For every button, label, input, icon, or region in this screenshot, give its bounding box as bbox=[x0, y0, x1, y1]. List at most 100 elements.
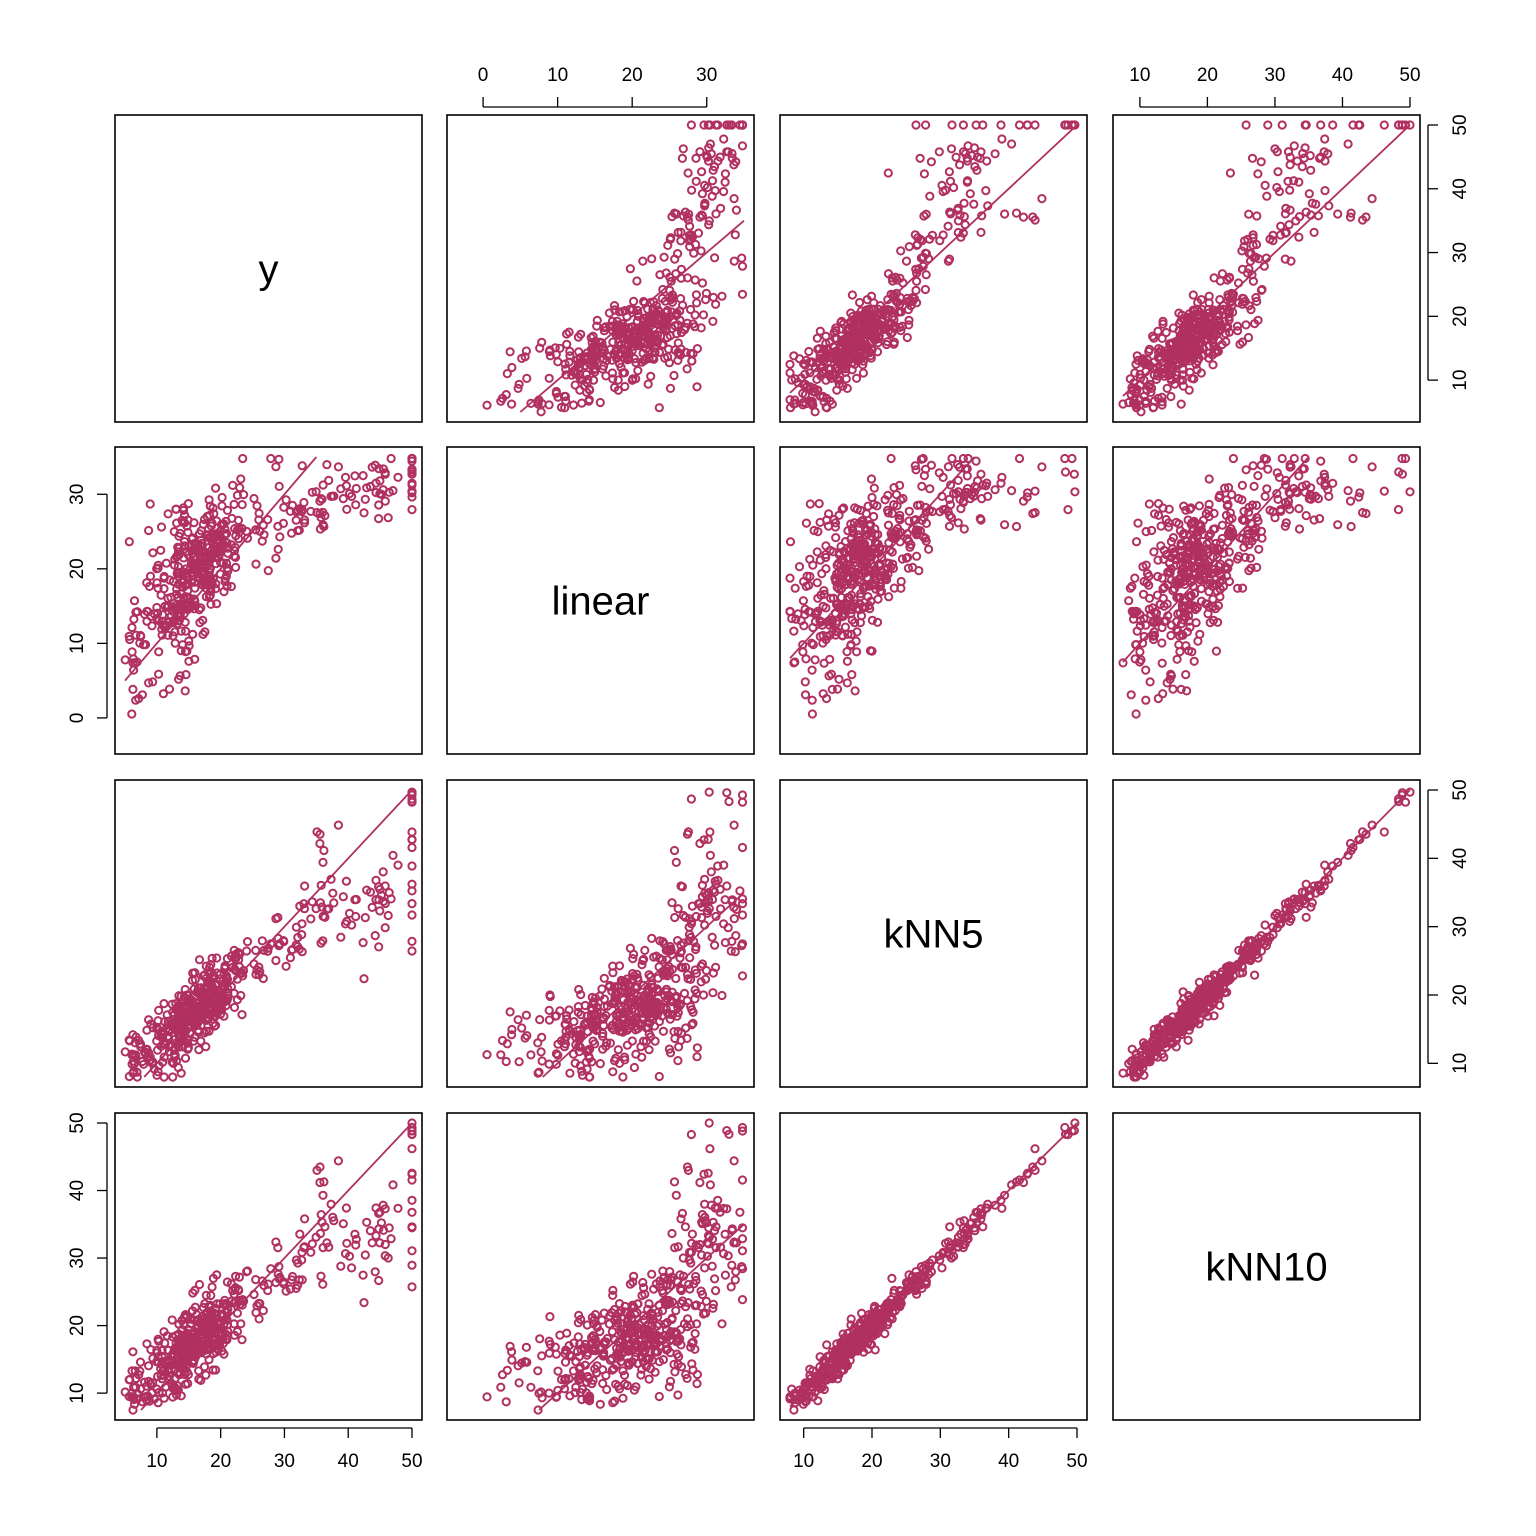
scatter-point bbox=[249, 493, 259, 504]
scatter-point bbox=[164, 684, 175, 694]
scatter-point bbox=[124, 537, 134, 547]
scatter-point bbox=[1232, 321, 1243, 331]
scatter-point bbox=[1204, 474, 1214, 484]
scatter-point bbox=[1130, 368, 1140, 378]
scatter-point bbox=[902, 332, 912, 343]
scatter-point bbox=[329, 898, 339, 908]
scatter-point bbox=[945, 176, 956, 186]
scatter-point bbox=[821, 564, 831, 574]
scatter-point bbox=[798, 596, 809, 606]
scatter-point bbox=[1183, 1035, 1193, 1045]
scatter-point bbox=[812, 578, 822, 588]
scatter-point bbox=[306, 506, 316, 516]
scatter-point bbox=[1011, 208, 1022, 218]
scatter-point bbox=[237, 500, 247, 510]
scatter-point bbox=[1228, 289, 1239, 299]
scatter-point bbox=[838, 381, 848, 391]
scatter-point bbox=[1185, 351, 1196, 361]
scatter-point bbox=[1243, 332, 1254, 343]
scatter-point bbox=[514, 1057, 524, 1067]
scatter-point bbox=[1215, 295, 1225, 305]
scatter-point bbox=[1393, 120, 1404, 130]
scatter-point bbox=[249, 1289, 259, 1300]
variable-label-kNN5: kNN5 bbox=[883, 913, 983, 957]
scatter-point bbox=[168, 1072, 178, 1082]
scatter-point bbox=[709, 162, 720, 172]
scatter-point bbox=[1189, 374, 1199, 384]
scatter-point bbox=[1007, 139, 1017, 149]
scatter-point bbox=[937, 180, 947, 190]
scatter-point bbox=[632, 326, 642, 336]
scatter-point bbox=[378, 464, 389, 474]
scatter-point bbox=[407, 1282, 417, 1292]
scatter-point bbox=[946, 209, 956, 219]
scatter-point bbox=[599, 361, 609, 371]
scatter-point bbox=[1301, 912, 1311, 922]
scatter-point bbox=[682, 364, 692, 374]
scatter-point bbox=[135, 1357, 146, 1367]
scatter-point bbox=[517, 353, 527, 363]
scatter-point bbox=[285, 953, 295, 963]
scatter-point bbox=[291, 507, 301, 517]
scatter-point bbox=[666, 276, 676, 286]
scatter-point bbox=[618, 1072, 628, 1082]
scatter-point bbox=[1126, 690, 1136, 700]
scatter-point bbox=[1262, 484, 1272, 494]
scatter-point bbox=[561, 364, 571, 374]
scatter-point bbox=[613, 1045, 623, 1055]
scatter-point bbox=[388, 486, 398, 496]
scatter-point bbox=[1225, 168, 1236, 178]
scatter-point bbox=[237, 1010, 247, 1020]
scatter-point bbox=[1346, 208, 1356, 218]
scatter-point bbox=[318, 480, 328, 490]
scatter-point bbox=[813, 344, 823, 354]
scatter-point bbox=[1254, 544, 1264, 554]
scatter-point bbox=[691, 153, 701, 163]
scatter-point bbox=[1030, 486, 1040, 496]
scatter-point bbox=[193, 547, 203, 557]
scatter-point bbox=[569, 1017, 579, 1027]
scatter-point bbox=[990, 485, 1000, 495]
scatter-point bbox=[731, 205, 742, 215]
scatter-point bbox=[599, 973, 609, 983]
scatter-point bbox=[271, 553, 281, 563]
scatter-point bbox=[1204, 353, 1214, 363]
scatter-point bbox=[358, 938, 368, 948]
scatter-point bbox=[692, 1052, 702, 1062]
panel-frame bbox=[114, 114, 423, 423]
scatter-point bbox=[213, 530, 223, 540]
scatter-point bbox=[918, 261, 928, 271]
scatter-point bbox=[812, 547, 822, 557]
scatter-point bbox=[801, 654, 811, 664]
scatter-point bbox=[201, 559, 211, 569]
scatter-point bbox=[1259, 261, 1269, 271]
scatter-point bbox=[883, 520, 894, 530]
scatter-point bbox=[1235, 339, 1245, 349]
scatter-point bbox=[561, 370, 571, 380]
scatter-point bbox=[827, 684, 837, 695]
scatter-point bbox=[496, 1050, 506, 1060]
scatter-point bbox=[608, 337, 618, 347]
scatter-point bbox=[1249, 481, 1259, 491]
scatter-point bbox=[1379, 486, 1389, 496]
scatter-point bbox=[194, 1366, 204, 1376]
scatter-point bbox=[342, 1238, 352, 1248]
scatter-point bbox=[338, 1219, 348, 1229]
scatter-point bbox=[676, 327, 687, 338]
scatter-point bbox=[375, 906, 385, 916]
scatter-point bbox=[182, 568, 192, 578]
scatter-point bbox=[383, 513, 393, 523]
scatter-point bbox=[1118, 1068, 1128, 1078]
scatter-point bbox=[190, 565, 200, 576]
scatter-point bbox=[203, 524, 214, 534]
scatter-point bbox=[1037, 194, 1047, 204]
scatter-point bbox=[695, 147, 705, 157]
scatter-point bbox=[910, 230, 920, 240]
scatter-point bbox=[969, 199, 979, 209]
scatter-point bbox=[693, 228, 704, 238]
scatter-point bbox=[912, 240, 922, 250]
scatter-point bbox=[919, 169, 930, 179]
scatter-point bbox=[631, 374, 641, 384]
scatter-point bbox=[869, 298, 879, 308]
scatter-point bbox=[973, 152, 983, 162]
